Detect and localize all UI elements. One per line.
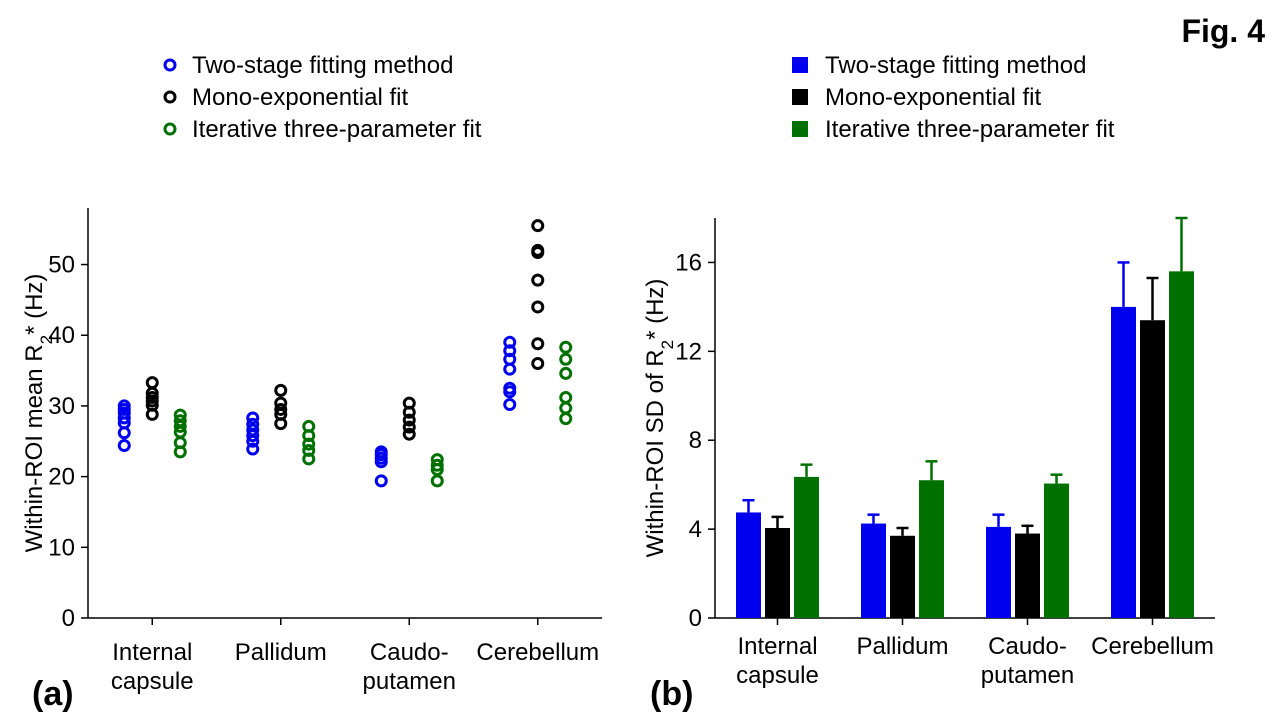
data-point: [145, 376, 159, 390]
legend-marker: [163, 90, 177, 104]
figure-label: Fig. 4: [1181, 13, 1265, 49]
data-point: [430, 458, 444, 472]
legend-label: Two-stage fitting method: [825, 52, 1086, 79]
data-point: [402, 427, 416, 441]
data-point: [246, 429, 260, 443]
legend-marker: [792, 57, 808, 73]
y-tick-label: 8: [689, 427, 702, 454]
data-point: [559, 366, 573, 380]
bar: [1044, 483, 1069, 618]
bar: [1169, 271, 1194, 618]
legend-label: Two-stage fitting method: [192, 52, 453, 79]
x-category-label: Internal capsule: [111, 639, 194, 695]
bar: [736, 512, 761, 618]
y-tick-label: 0: [689, 605, 702, 632]
legend-label: Mono-exponential fit: [192, 84, 408, 111]
x-category-label: Internal capsule: [736, 633, 819, 689]
data-point: [531, 357, 545, 371]
bar: [1111, 306, 1136, 618]
data-point: [117, 439, 131, 453]
x-category-label: Pallidum: [235, 639, 327, 666]
data-point: [145, 386, 159, 400]
panel-b-label: (b): [650, 675, 693, 713]
data-point: [302, 429, 316, 443]
data-point: [531, 337, 545, 351]
legend-label: Iterative three-parameter fit: [192, 116, 482, 143]
x-category-label: Cerebellum: [1091, 633, 1214, 660]
data-point: [145, 394, 159, 408]
legend-label: Mono-exponential fit: [825, 84, 1041, 111]
bar: [765, 528, 790, 618]
y-tick-label: 4: [689, 516, 702, 543]
y-tick-label: 12: [675, 338, 702, 365]
data-point: [531, 273, 545, 287]
bar: [919, 480, 944, 618]
data-point: [531, 246, 545, 260]
data-point: [374, 474, 388, 488]
legend-marker: [163, 58, 177, 72]
bar: [986, 526, 1011, 618]
data-point: [173, 445, 187, 459]
data-point: [503, 344, 517, 358]
y-tick-label: 16: [675, 249, 702, 276]
bar: [890, 535, 915, 618]
data-point: [246, 411, 260, 425]
data-point: [274, 383, 288, 397]
data-point: [503, 335, 517, 349]
y-tick-label: 10: [48, 534, 75, 561]
data-point: [559, 352, 573, 366]
x-category-label: Caudo-putamen: [363, 639, 456, 695]
data-point: [559, 412, 573, 426]
bar: [1015, 533, 1040, 618]
y-axis-label: Within-ROI mean R2* (Hz): [21, 274, 56, 553]
data-point: [531, 300, 545, 314]
data-point: [374, 455, 388, 469]
data-point: [503, 398, 517, 412]
x-category-label: Cerebellum: [476, 639, 599, 666]
data-point: [430, 474, 444, 488]
data-point: [173, 419, 187, 433]
data-point: [246, 442, 260, 456]
data-point: [302, 452, 316, 466]
data-point: [559, 340, 573, 354]
legend-label: Iterative three-parameter fit: [825, 116, 1115, 143]
data-point: [246, 434, 260, 448]
data-point: [274, 402, 288, 416]
data-point: [145, 407, 159, 421]
data-point: [402, 405, 416, 419]
legend-marker: [792, 121, 808, 137]
legend-marker: [163, 122, 177, 136]
data-point: [402, 420, 416, 434]
data-point: [302, 443, 316, 457]
data-point: [402, 413, 416, 427]
y-tick-label: 30: [48, 393, 75, 420]
data-point: [117, 411, 131, 425]
data-point: [503, 362, 517, 376]
y-tick-label: 0: [62, 605, 75, 632]
bar: [861, 523, 886, 618]
legend-marker: [792, 89, 808, 105]
panel-b-bar-chart: 0 4 8 12 16 Within-ROI SD of R2* (Hz) Internal…: [642, 52, 1215, 689]
data-point: [559, 390, 573, 404]
panel-a-label: (a): [32, 675, 74, 713]
y-tick-label: 20: [48, 464, 75, 491]
y-tick-label: 40: [48, 322, 75, 349]
data-point: [117, 426, 131, 440]
data-point: [302, 437, 316, 451]
x-category-label: Pallidum: [856, 633, 948, 660]
y-axis-label: Within-ROI SD of R2* (Hz): [642, 279, 677, 558]
data-point: [503, 385, 517, 399]
y-tick-label: 50: [48, 252, 75, 279]
data-point: [531, 219, 545, 233]
bar: [794, 476, 819, 618]
x-category-label: Caudo-putamen: [981, 633, 1074, 689]
data-point: [559, 401, 573, 415]
data-point: [274, 417, 288, 431]
bar: [1140, 320, 1165, 618]
